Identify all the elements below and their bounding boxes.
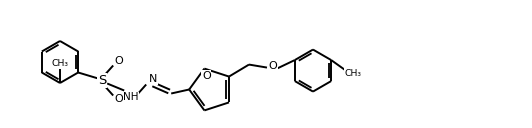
Text: CH₃: CH₃ [52,60,69,68]
Text: N: N [149,74,157,84]
Text: S: S [98,74,106,87]
Text: O: O [202,71,211,81]
Text: O: O [115,56,123,67]
Text: CH₃: CH₃ [345,69,362,78]
Text: O: O [115,94,123,104]
Text: O: O [269,61,277,71]
Text: NH: NH [123,93,139,103]
